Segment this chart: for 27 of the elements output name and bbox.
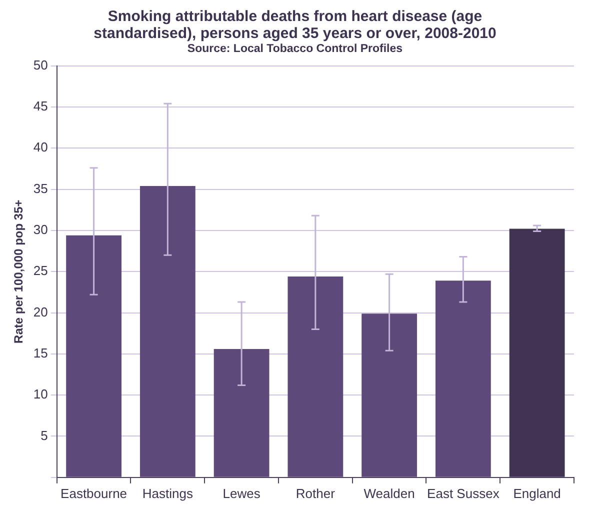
x-tick-label: East Sussex: [427, 486, 500, 501]
y-tick-label: 50: [33, 57, 48, 72]
bar: [435, 280, 491, 477]
y-tick-label: 25: [33, 263, 48, 278]
chart-subtitle: Source: Local Tobacco Control Profiles: [186, 43, 404, 55]
y-tick-label: 30: [33, 222, 48, 238]
y-tick-label: 15: [33, 346, 48, 360]
y-tick-label: 40: [33, 140, 48, 155]
x-tick-label: Eastbourne: [60, 486, 128, 501]
x-tick-label: Wealden: [364, 486, 415, 501]
chart-title: Smoking attributable deaths from heart disease (age standardised), persons aged 35 years or over, 2008-2010: [92, 8, 498, 42]
x-tick-label: England: [513, 486, 561, 501]
bar: [66, 235, 122, 477]
y-axis-title: Rate per 100,000 pop 35+: [12, 200, 26, 344]
bar: [140, 186, 196, 477]
bar: [288, 276, 344, 477]
x-tick-label: Rother: [296, 486, 336, 501]
y-tick-label: 20: [33, 304, 48, 320]
y-tick-label: 5: [40, 428, 48, 443]
bar: [362, 314, 418, 477]
bar: [214, 348, 270, 477]
bar: [509, 228, 565, 477]
x-tick-label: Hastings: [142, 486, 194, 501]
y-tick-label: 45: [33, 98, 48, 114]
x-tick-label: Lewes: [222, 486, 261, 501]
y-tick-label: 35: [33, 180, 48, 196]
y-tick-label: 10: [33, 386, 48, 402]
